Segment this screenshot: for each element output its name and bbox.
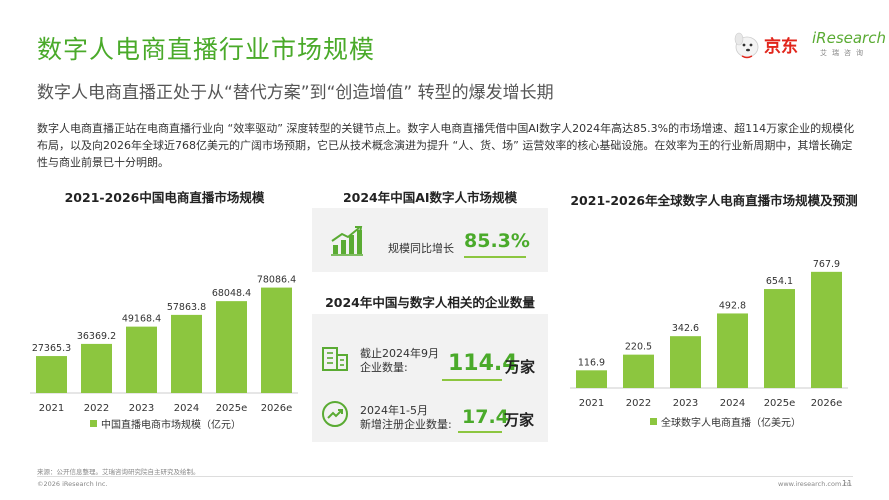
bar-growth-icon [331, 226, 363, 256]
growth-value: 85.3% [464, 230, 530, 252]
copyright: ©2026 iResearch Inc. [37, 480, 108, 488]
tick-label-2024: 2024 [720, 398, 745, 409]
data-label-2025e: 68048.4 [212, 288, 251, 299]
stat2-value: 17.4 [462, 406, 509, 428]
website: www.iresearch.com.cn [778, 480, 852, 488]
stat1-underline [442, 379, 502, 381]
iresearch-logo-subtext: 艾瑞咨询 [820, 49, 868, 57]
iresearch-logo: iResearch 艾瑞咨询 [812, 29, 886, 61]
global-digital-human-bars: 116.9 2021 220.5 2022 342.6 2023 492.8 2024 654.… [570, 259, 848, 409]
footer-divider [37, 476, 853, 477]
bar-2021 [576, 370, 607, 388]
data-label-2025e: 654.1 [766, 276, 793, 287]
stat1-label-line2: 企业数量: [360, 361, 408, 374]
tick-label-2023: 2023 [673, 398, 698, 409]
data-label-2023: 342.6 [672, 323, 699, 334]
jd-logo-text: 京东 [764, 37, 798, 57]
stat2-unit: 万家 [504, 411, 535, 429]
bar-2025e [764, 289, 795, 388]
middle-top-title: 2024年中国AI数字人市场规模 [342, 190, 518, 205]
data-label-2021: 27365.3 [32, 343, 71, 354]
page-subtitle: 数字人电商直播正处于从“替代方案”到“创造增值” 转型的爆发增长期 [37, 83, 554, 103]
data-label-2021: 116.9 [578, 357, 605, 368]
ai-market-growth-card: 规模同比增长 85.3% [312, 208, 548, 272]
page-number: 11 [842, 479, 853, 488]
bar-2023 [126, 326, 157, 393]
tick-label-2022: 2022 [626, 398, 651, 409]
bar-2026e [261, 287, 292, 393]
bar-2024 [717, 313, 748, 388]
stat2-underline [458, 431, 502, 433]
china-live-commerce-bars: 27365.3 2021 36369.2 2022 49168.4 2023 57863.8… [30, 275, 298, 414]
data-label-2023: 49168.4 [122, 314, 161, 325]
bar-2021 [36, 356, 67, 393]
legend-swatch [90, 420, 97, 427]
legend-label: 中国直播电商市场规模（亿元） [101, 420, 241, 431]
right-chart-title: 2021-2026年全球数字人电商直播市场规模及预测 [570, 193, 858, 208]
bar-2022 [623, 354, 654, 388]
stat1-label-line1: 截止2024年9月 [360, 347, 439, 360]
data-label-2024: 57863.8 [167, 302, 206, 313]
source-note: 来源：公开信息整理。艾瑞咨询研究院自主研究及绘制。 [37, 468, 200, 476]
growth-label: 规模同比增长 [388, 242, 454, 255]
tick-label-2025e: 2025e [764, 398, 796, 409]
stat2-label-line2: 新增注册企业数量: [360, 418, 452, 431]
growth-underline [464, 256, 526, 258]
middle-bottom-title: 2024年中国与数字人相关的企业数量 [325, 295, 535, 310]
tick-label-2023: 2023 [129, 403, 154, 414]
building-icon [322, 347, 348, 371]
bar-2025e [216, 301, 247, 393]
stat1-unit: 万家 [505, 358, 536, 376]
stat2-label-line1: 2024年1-5月 [360, 404, 428, 417]
tick-label-2026e: 2026e [811, 398, 843, 409]
tick-label-2025e: 2025e [216, 403, 248, 414]
data-label-2022: 220.5 [625, 342, 652, 353]
global-digital-human-chart: 116.9 2021 220.5 2022 342.6 2023 492.8 2024 654.… [566, 250, 856, 424]
data-label-2026e: 767.9 [813, 259, 840, 270]
page-title: 数字人电商直播行业市场规模 [37, 35, 376, 64]
legend-swatch [650, 418, 657, 425]
data-label-2026e: 78086.4 [257, 275, 296, 286]
enterprise-count-card: 截止2024年9月 企业数量: 114.4 万家 2024年1-5月 新增注册企… [312, 314, 548, 442]
china-live-commerce-chart: 27365.3 2021 36369.2 2022 49168.4 2023 57863.8… [30, 250, 300, 424]
left-chart-legend: 中国直播电商市场规模（亿元） [90, 416, 241, 431]
tick-label-2026e: 2026e [261, 403, 293, 414]
right-chart-legend: 全球数字人电商直播（亿美元） [650, 414, 801, 429]
bar-2024 [171, 314, 202, 393]
data-label-2022: 36369.2 [77, 331, 116, 342]
legend-label: 全球数字人电商直播（亿美元） [661, 418, 801, 429]
bar-2026e [811, 271, 842, 388]
tick-label-2022: 2022 [84, 403, 109, 414]
jd-dog-logo-icon [734, 32, 759, 59]
stat1-value: 114.4 [448, 351, 518, 376]
intro-paragraph: 数字人电商直播正站在电商直播行业向 “效率驱动” 深度转型的关键节点上。数字人电… [37, 122, 855, 169]
left-chart-title: 2021-2026中国电商直播市场规模 [64, 190, 265, 205]
tick-label-2021: 2021 [579, 398, 604, 409]
bar-2022 [81, 343, 112, 393]
tick-label-2021: 2021 [39, 403, 64, 414]
tick-label-2024: 2024 [174, 403, 199, 414]
trend-up-icon [322, 401, 348, 427]
data-label-2024: 492.8 [719, 300, 746, 311]
brand-logos: 京东 iResearch 艾瑞咨询 [730, 26, 886, 66]
bar-2023 [670, 336, 701, 388]
iresearch-logo-text: iResearch [812, 29, 886, 47]
